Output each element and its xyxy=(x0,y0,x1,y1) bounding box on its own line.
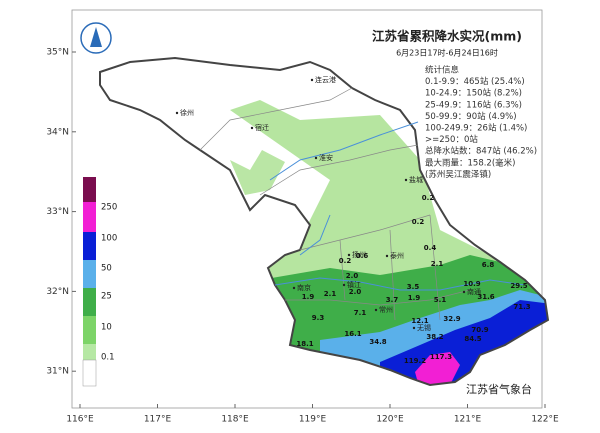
stat-line: >=250：0站 xyxy=(425,134,478,145)
station-value: 16.1 xyxy=(344,330,361,338)
city-dot xyxy=(310,78,314,82)
station-value: 10.9 xyxy=(463,280,480,288)
city-name: 常州 xyxy=(379,305,393,314)
station-value: 70.9 xyxy=(471,326,488,334)
lat-label: 31°N xyxy=(46,367,69,377)
station-value: 6.8 xyxy=(482,261,495,269)
station-value: 7.1 xyxy=(354,309,367,317)
stat-line: 最大雨量：158.2(毫米) xyxy=(425,157,515,168)
station-value: 1.9 xyxy=(408,294,421,302)
legend-label: 25 xyxy=(101,292,112,302)
station-value: 0.2 xyxy=(412,218,425,226)
station-value: 12.1 xyxy=(411,317,428,325)
city-name: 无锡 xyxy=(417,323,431,332)
lon-label: 119°E xyxy=(299,415,327,425)
footer: 江苏省气象台 xyxy=(466,382,532,396)
station-value: 2.0 xyxy=(349,288,362,296)
legend-label: 0.1 xyxy=(101,353,115,363)
subtitle: 6月23日17时-6月24日16时 xyxy=(396,48,498,58)
title: 江苏省累积降水实况(mm) xyxy=(372,29,522,44)
city-name: 淮安 xyxy=(319,153,333,162)
city-dot xyxy=(462,290,466,294)
city-name: 连云港 xyxy=(315,75,336,84)
stat-line: (苏州吴江震泽镇) xyxy=(425,169,491,180)
station-value: 2.1 xyxy=(324,290,337,298)
legend-label: 100 xyxy=(101,234,117,244)
city-dot xyxy=(314,156,318,160)
lon-label: 116°E xyxy=(66,415,94,425)
rivers xyxy=(269,121,526,291)
station-value: 3.5 xyxy=(407,283,420,291)
city-dot xyxy=(412,326,416,330)
map-frame xyxy=(71,9,543,409)
lat-label: 35°N xyxy=(46,48,69,58)
city-dot xyxy=(385,254,389,258)
station-value: 38.2 xyxy=(426,333,443,341)
stat-line: 0.1-9.9：465站 (25.4%) xyxy=(425,76,525,87)
stat-line: 100-249.9：26站 (1.4%) xyxy=(425,123,527,134)
city-name: 泰州 xyxy=(390,251,404,260)
station-value: 5.1 xyxy=(434,296,447,304)
city-dot xyxy=(292,286,296,290)
legend-bar xyxy=(82,177,97,387)
city-name: 扬州 xyxy=(352,250,366,259)
station-value: 2.1 xyxy=(431,260,444,268)
logo xyxy=(80,22,112,54)
city-borders xyxy=(199,87,471,321)
lon-label: 121°E xyxy=(454,415,482,425)
station-value: 3.7 xyxy=(386,296,399,304)
city-name: 徐州 xyxy=(180,108,194,117)
city-dot xyxy=(175,111,179,115)
legend-label: 50 xyxy=(101,264,112,274)
station-value: 84.5 xyxy=(464,335,481,343)
city-dot xyxy=(374,308,378,312)
city-name: 南通 xyxy=(467,287,481,296)
station-value: 29.5 xyxy=(510,282,527,290)
station-value: 0.6 xyxy=(356,252,369,260)
city-name: 南京 xyxy=(297,283,311,292)
city-dot xyxy=(342,283,346,287)
station-value: 31.6 xyxy=(477,293,494,301)
lat-label: 32°N xyxy=(46,287,69,297)
province-border xyxy=(99,56,550,387)
lon-label: 122°E xyxy=(531,415,559,425)
city-name: 镇江 xyxy=(347,280,361,289)
lon-label: 118°E xyxy=(221,415,249,425)
city-dot xyxy=(250,126,254,130)
city-name: 盐城 xyxy=(409,175,423,184)
station-value: 1.9 xyxy=(302,293,315,301)
city-dot xyxy=(347,253,351,257)
station-value: 0.2 xyxy=(339,257,352,265)
station-value: 2.0 xyxy=(346,272,359,280)
stat-line: 10-24.9：150站 (8.2%) xyxy=(425,88,522,99)
station-value: 0.4 xyxy=(424,244,437,252)
station-value: 71.3 xyxy=(513,303,530,311)
station-value: 9.3 xyxy=(312,314,325,322)
legend-label: 10 xyxy=(101,323,112,333)
station-value: 119.2 xyxy=(404,357,426,365)
stat-line: 50-99.9：90站 (4.9%) xyxy=(425,111,517,122)
station-value: 0.2 xyxy=(422,194,435,202)
station-value: 32.9 xyxy=(443,315,460,323)
city-dot xyxy=(404,178,408,182)
stat-line: 总降水站数：847站 (46.2%) xyxy=(425,146,537,157)
lat-label: 34°N xyxy=(46,127,69,137)
lat-label: 33°N xyxy=(46,207,69,217)
legend-label: 250 xyxy=(101,203,117,213)
station-value: 18.1 xyxy=(296,340,313,348)
station-value: 117.3 xyxy=(430,353,452,361)
station-value: 34.8 xyxy=(369,338,386,346)
stat-line: 统计信息 xyxy=(425,65,460,76)
city-name: 宿迁 xyxy=(255,123,269,132)
lon-label: 117°E xyxy=(144,415,172,425)
stat-line: 25-49.9：116站 (6.3%) xyxy=(425,99,522,110)
lon-label: 120°E xyxy=(376,415,404,425)
